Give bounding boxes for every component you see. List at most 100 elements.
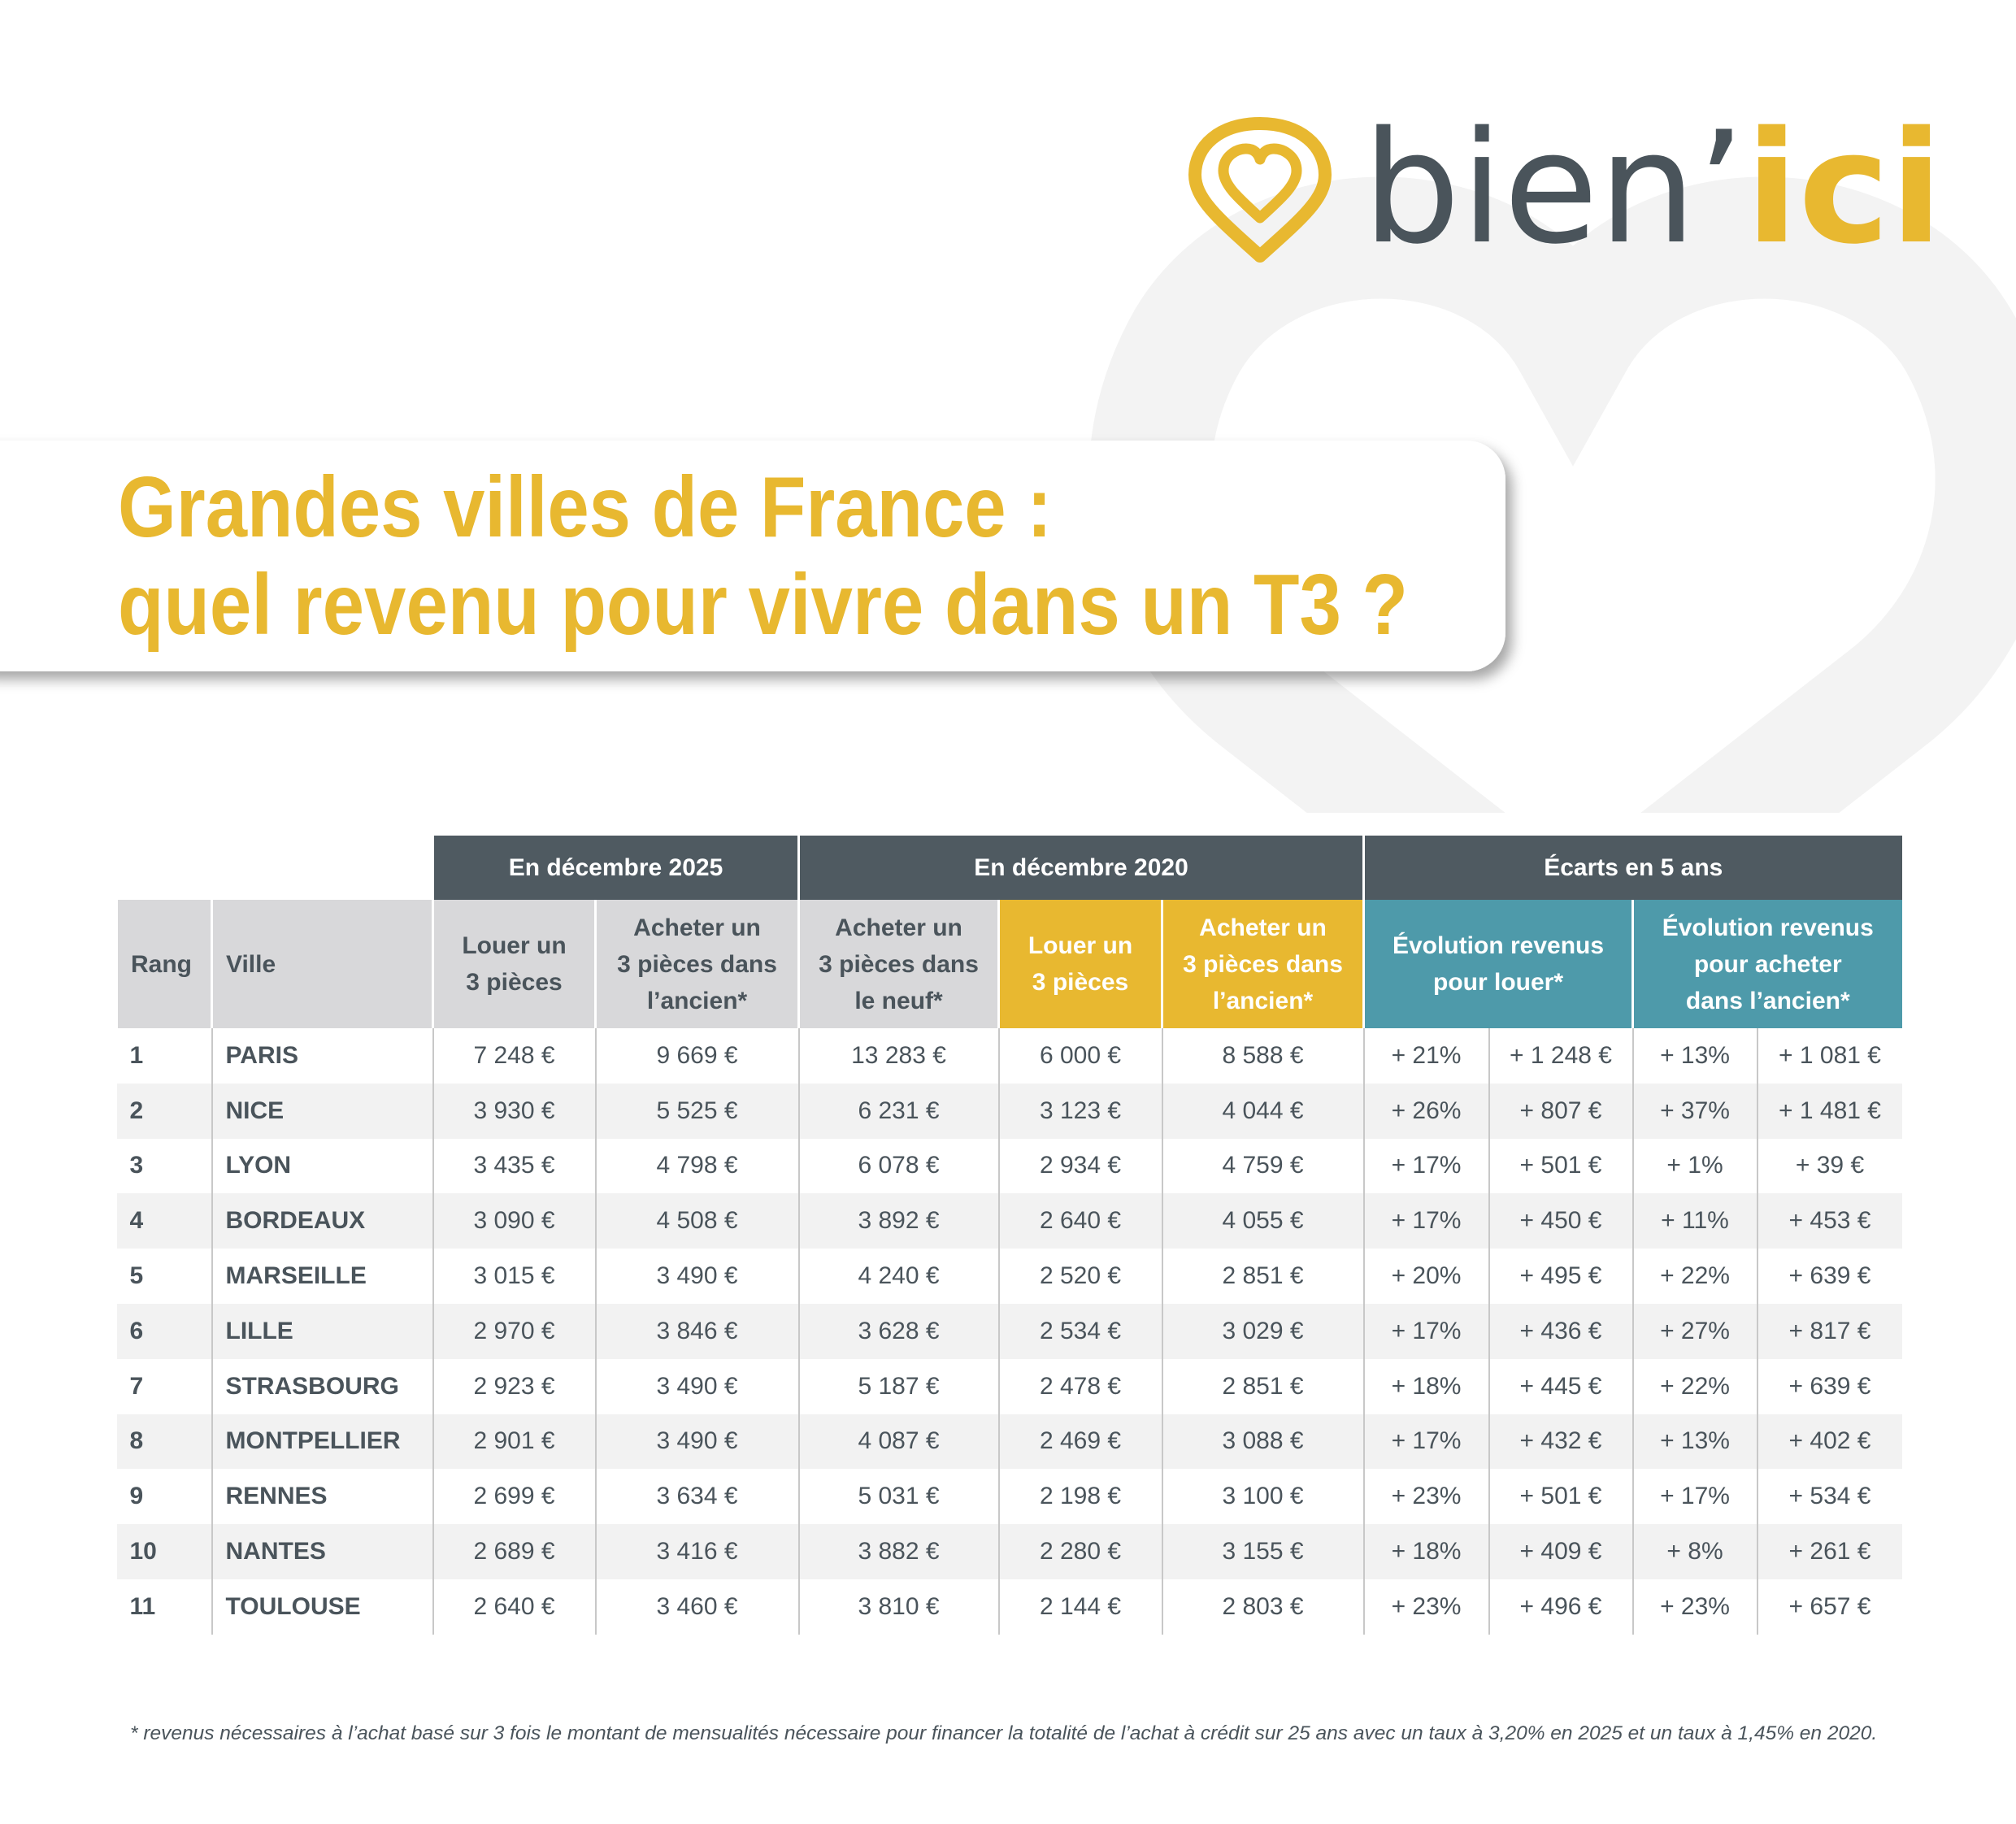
table-cell: + 1 081 €: [1756, 1028, 1902, 1084]
table-body: 1 PARIS 7 248 €9 669 €13 283 €6 000 €8 588…: [116, 1028, 1902, 1635]
table-cell: 3 155 €: [1161, 1524, 1364, 1579]
table-cell: 2 689 €: [432, 1524, 596, 1579]
column-header: Évolution revenus pour louer*: [1362, 900, 1633, 1028]
table-cell: 2 198 €: [997, 1469, 1162, 1525]
table-cell: 4 798 €: [594, 1138, 799, 1194]
table-cell: 5 031 €: [797, 1469, 999, 1525]
table-cell: 9: [129, 1483, 144, 1510]
column-header: Louer un 3 pièces: [997, 900, 1162, 1028]
table-cell: 3 892 €: [797, 1193, 999, 1249]
group-header: Écarts en 5 ans: [1362, 836, 1902, 900]
table-cell: 5: [129, 1262, 144, 1290]
table-cell: + 432 €: [1488, 1414, 1633, 1470]
column-header-row: Rang Ville Louer un 3 pièces Acheter un 3 p…: [115, 900, 1902, 1028]
column-header: Acheter un 3 pièces dans le neuf*: [797, 900, 999, 1028]
table-cell: + 1 248 €: [1488, 1028, 1633, 1084]
table-cell: 7 248 €: [432, 1028, 596, 1084]
table-cell: 3 490 €: [594, 1414, 799, 1470]
table-cell: 3 628 €: [797, 1303, 999, 1359]
table-cell: 3 123 €: [997, 1083, 1162, 1139]
blank-cell: [212, 836, 433, 900]
table-cell: + 17%: [1631, 1469, 1757, 1525]
table-cell: 6 000 €: [997, 1028, 1162, 1084]
table-cell: + 639 €: [1756, 1358, 1902, 1414]
table-cell: 4: [116, 1193, 212, 1249]
column-header: Louer un 3 pièces: [432, 900, 596, 1028]
table-cell: 2 699 €: [432, 1469, 596, 1525]
table-row: 11 TOULOUSE 2 640 €3 460 €3 810 €2 144 €2 …: [117, 1579, 1902, 1635]
table-cell: 9 669 €: [594, 1028, 799, 1084]
table-cell: NANTES: [211, 1524, 433, 1579]
table-row: 7 STRASBOURG 2 923 €3 490 €5 187 €2 478 €2…: [117, 1358, 1902, 1414]
table-cell: 11: [129, 1592, 156, 1620]
table-row: 10 NANTES 2 689 €3 416 €3 882 €2 280 €3 15…: [116, 1524, 1902, 1579]
table-cell: 3 088 €: [1161, 1414, 1364, 1470]
table-cell: NICE: [211, 1083, 433, 1139]
table-row: 8 MONTPELLIER 2 901 €3 490 €4 087 €2 469 €…: [116, 1414, 1902, 1470]
table-cell: + 13%: [1631, 1028, 1757, 1084]
table-cell: 3 490 €: [594, 1249, 799, 1304]
table-cell: STRASBOURG: [211, 1358, 433, 1414]
table-cell: + 534 €: [1756, 1469, 1902, 1525]
table-cell: + 409 €: [1488, 1524, 1633, 1579]
table-cell: MARSEILLE: [211, 1249, 433, 1304]
table-cell: 7: [129, 1372, 144, 1400]
table-cell: + 1 481 €: [1756, 1083, 1902, 1139]
table-cell: + 13%: [1631, 1414, 1757, 1470]
table-cell: 3 416 €: [594, 1524, 799, 1579]
table-cell: 6 231 €: [797, 1083, 999, 1139]
table-cell: 13 283 €: [797, 1028, 999, 1084]
table-cell: + 445 €: [1488, 1358, 1633, 1414]
table-cell: 3 634 €: [594, 1469, 799, 1525]
table-cell: + 402 €: [1756, 1414, 1902, 1470]
table-cell: 2 640 €: [432, 1579, 596, 1635]
column-header: Ville: [211, 900, 433, 1028]
table-cell: 3 015 €: [432, 1249, 596, 1304]
table-cell: LILLE: [211, 1303, 433, 1359]
table-cell: + 23%: [1362, 1469, 1489, 1525]
table-cell: 3: [129, 1152, 144, 1179]
table-cell: 3 490 €: [594, 1358, 799, 1414]
table-cell: 5 187 €: [797, 1358, 999, 1414]
table-row: 1 PARIS 7 248 €9 669 €13 283 €6 000 €8 588…: [117, 1028, 1902, 1084]
table-cell: 2 901 €: [432, 1414, 596, 1470]
table-cell: 3 882 €: [797, 1524, 999, 1579]
table-cell: 4 087 €: [797, 1414, 999, 1470]
column-header: Évolution revenus pour acheter dans l’an…: [1631, 900, 1902, 1028]
table-cell: + 453 €: [1756, 1193, 1902, 1249]
table-cell: 2 640 €: [997, 1193, 1162, 1249]
table-cell: 6: [116, 1303, 212, 1359]
table-cell: + 436 €: [1488, 1303, 1633, 1359]
table-cell: 4 240 €: [797, 1249, 999, 1304]
table-row: 5 MARSEILLE 3 015 €3 490 €4 240 €2 520 €2 …: [117, 1249, 1902, 1304]
table-cell: 8: [116, 1414, 212, 1470]
table-cell: + 17%: [1362, 1414, 1489, 1470]
table-cell: + 23%: [1362, 1579, 1489, 1635]
table-cell: + 26%: [1362, 1083, 1489, 1139]
logo-accent: ici: [1745, 98, 1943, 278]
table-cell: 2 934 €: [997, 1138, 1162, 1194]
table-cell: + 18%: [1362, 1524, 1489, 1579]
table-cell: 2 803 €: [1161, 1579, 1364, 1635]
title-line: quel revenu pour vivre dans un T3 ?: [118, 557, 1408, 653]
table-cell: + 807 €: [1488, 1083, 1633, 1139]
table-cell: + 8%: [1631, 1524, 1757, 1579]
logo-name: bien’: [1362, 98, 1745, 278]
table-cell: + 496 €: [1488, 1579, 1633, 1635]
table-cell: + 657 €: [1756, 1579, 1902, 1635]
table-cell: 2 144 €: [997, 1579, 1162, 1635]
table-cell: 3 810 €: [797, 1579, 999, 1635]
table-cell: 3 435 €: [432, 1138, 596, 1194]
table-row: 4 BORDEAUX 3 090 €4 508 €3 892 €2 640 €4 0…: [116, 1193, 1902, 1249]
table-cell: + 37%: [1631, 1083, 1757, 1139]
table-cell: + 22%: [1631, 1249, 1757, 1304]
table-cell: + 11%: [1631, 1193, 1757, 1249]
table-cell: 5 525 €: [594, 1083, 799, 1139]
table-cell: 10: [116, 1524, 212, 1579]
table-cell: 3 846 €: [594, 1303, 799, 1359]
table-cell: 3 930 €: [432, 1083, 596, 1139]
table-row: 2 NICE 3 930 €5 525 €6 231 €3 123 €4 044 €…: [116, 1083, 1902, 1139]
table-cell: 2 478 €: [997, 1358, 1162, 1414]
table-cell: 2 469 €: [997, 1414, 1162, 1470]
